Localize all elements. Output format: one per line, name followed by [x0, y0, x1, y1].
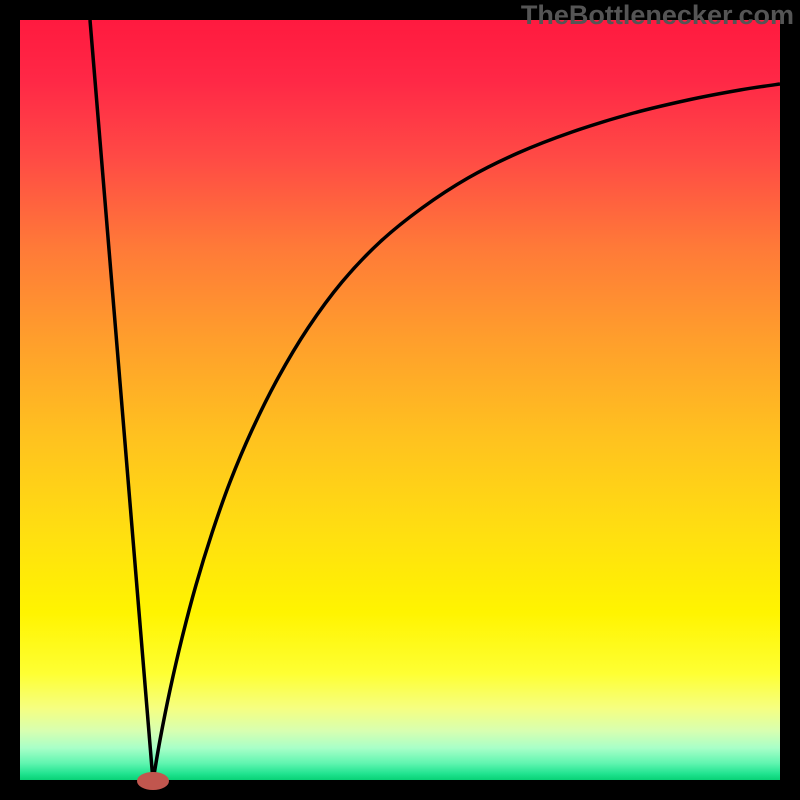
curve-layer	[20, 20, 780, 780]
optimal-marker	[137, 772, 169, 790]
left-curve	[90, 20, 153, 780]
plot-area	[20, 20, 780, 780]
chart-container: TheBottlenecker.com	[0, 0, 800, 800]
right-curve	[153, 84, 780, 780]
watermark-text: TheBottlenecker.com	[521, 0, 794, 31]
